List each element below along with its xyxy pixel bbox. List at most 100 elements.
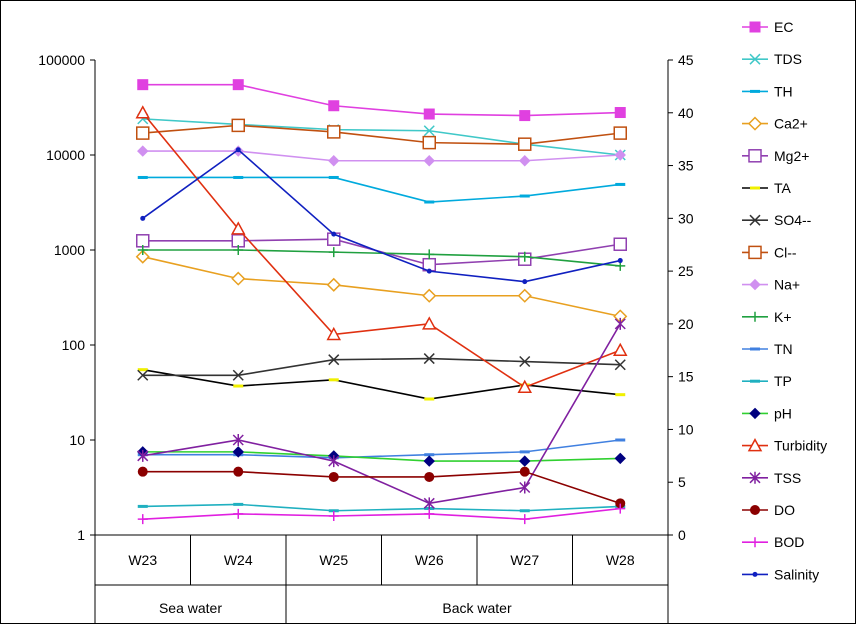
data-point (519, 155, 531, 167)
data-point (748, 245, 762, 260)
legend-entry: SO4-- (742, 212, 812, 228)
data-point (519, 481, 531, 494)
data-point (328, 155, 340, 167)
series-do (137, 466, 626, 509)
legend-label: Cl-- (774, 244, 797, 260)
data-point (519, 450, 530, 454)
series-th (137, 175, 626, 204)
legend-label: SO4-- (774, 212, 812, 228)
data-point (750, 347, 760, 351)
series-ca2 (135, 249, 628, 324)
legend-label: BOD (774, 534, 804, 550)
data-point (615, 393, 626, 397)
data-point (519, 194, 530, 198)
x-axis-tick-label: W25 (319, 552, 348, 568)
data-point (326, 326, 342, 341)
right-axis-tick-label: 0 (678, 527, 686, 543)
data-point (233, 508, 244, 519)
x-axis-tick-label: W28 (606, 552, 635, 568)
data-point (326, 277, 341, 292)
series-cl (136, 118, 627, 151)
series-line (142, 470, 621, 505)
data-point (232, 79, 244, 91)
legend-label: TSS (774, 470, 801, 486)
legend-entry: Ca2+ (742, 116, 808, 132)
data-point (613, 237, 627, 251)
data-point (424, 471, 435, 482)
data-point (135, 249, 150, 264)
data-point (517, 379, 533, 393)
legend-entry: DO (742, 502, 795, 518)
series-line (142, 148, 621, 283)
data-point (137, 79, 149, 91)
left-axis-tick-label: 100000 (38, 52, 85, 68)
series-line (142, 112, 621, 389)
data-point (750, 505, 760, 515)
data-point (614, 452, 626, 465)
data-point (327, 125, 341, 139)
legend-entry: Salinity (742, 566, 819, 582)
data-point (615, 503, 626, 514)
right-axis-tick-label: 45 (678, 52, 694, 68)
series-bod (137, 503, 626, 525)
data-point (328, 511, 339, 521)
data-point (328, 100, 340, 112)
legend-entry: Na+ (742, 277, 800, 293)
left-axis-tick-label: 100 (62, 337, 86, 353)
legend-label: TDS (774, 51, 802, 67)
data-point (328, 509, 339, 513)
data-point (614, 149, 626, 161)
x-axis-tick-label: W23 (128, 552, 157, 568)
data-point (235, 147, 241, 153)
data-point (331, 231, 337, 237)
legend-entry: TH (742, 83, 793, 99)
data-point (517, 288, 532, 303)
data-point (752, 571, 758, 577)
series-line (142, 176, 621, 203)
data-point (137, 514, 148, 525)
data-point (423, 125, 435, 137)
data-point (137, 368, 148, 372)
legend-label: pH (774, 405, 792, 421)
data-point (424, 508, 435, 519)
series-line (142, 323, 621, 505)
series-line (142, 118, 621, 156)
series-line (142, 357, 621, 377)
data-point (233, 384, 244, 388)
data-point (614, 317, 626, 330)
data-point (424, 200, 435, 204)
data-point (424, 453, 435, 457)
legend-label: TH (774, 83, 793, 99)
data-point (137, 466, 148, 477)
legend-entry: EC (742, 19, 793, 35)
series-line (142, 439, 621, 459)
data-point (422, 135, 436, 150)
data-point (233, 245, 244, 255)
legend-entry: TA (742, 180, 792, 196)
series-line (142, 83, 621, 117)
data-point (232, 446, 244, 458)
data-point (749, 21, 761, 33)
data-point (519, 466, 530, 477)
series-line (142, 255, 621, 318)
data-point (137, 504, 148, 508)
data-point (614, 359, 626, 371)
data-point (750, 311, 760, 322)
x-axis-tick-label: W24 (224, 552, 253, 568)
series-line (142, 507, 621, 520)
data-point (750, 379, 760, 383)
right-axis-tick-label: 30 (678, 210, 694, 226)
right-axis-tick-label: 5 (678, 474, 686, 490)
data-point (617, 258, 623, 264)
legend-label: DO (774, 502, 795, 518)
legend-label: TP (774, 373, 792, 389)
data-point (232, 434, 244, 446)
data-point (749, 278, 761, 291)
data-point (232, 369, 244, 381)
series-tss (137, 317, 626, 510)
left-axis-tick-label: 1000 (54, 242, 85, 258)
data-point (749, 471, 761, 484)
data-point (422, 288, 437, 303)
legend-entry: K+ (742, 309, 792, 325)
